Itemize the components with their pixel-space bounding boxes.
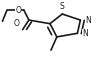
Text: O: O	[14, 19, 20, 28]
Text: S: S	[60, 2, 65, 11]
Text: N: N	[85, 16, 91, 25]
Text: N: N	[82, 29, 88, 38]
Text: O: O	[15, 6, 21, 15]
